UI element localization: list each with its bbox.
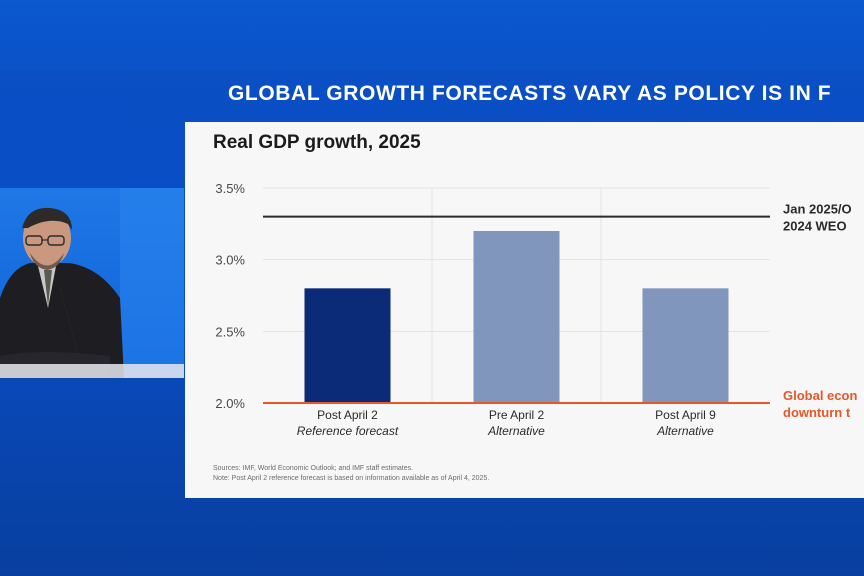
speaker-figure [0, 188, 184, 378]
x-tick-sublabel: Reference forecast [297, 424, 399, 438]
bar [473, 231, 560, 403]
y-tick-label: 2.5% [215, 324, 245, 339]
x-tick-label: Post April 2 [317, 408, 378, 422]
bar-chart: 3.5% 3.0% 2.5% 2.0% Post April 2 Reference fo… [215, 181, 857, 438]
reference-line-label: Jan 2025/O [783, 202, 852, 217]
reference-line-label: Global econ [783, 388, 857, 403]
slide-headline: GLOBAL GROWTH FORECASTS VARY AS POLICY I… [228, 82, 832, 105]
reference-line-label: downturn t [783, 405, 851, 420]
note-text: Note: Post April 2 reference forecast is… [213, 475, 490, 482]
x-tick-sublabel: Alternative [487, 424, 545, 438]
y-tick-label: 2.0% [215, 396, 245, 411]
x-tick-sublabel: Alternative [656, 424, 714, 438]
y-tick-label: 3.0% [215, 253, 245, 268]
top-banner [0, 0, 864, 70]
chart-title: Real GDP growth, 2025 [213, 132, 421, 153]
x-tick-label: Pre April 2 [489, 408, 545, 422]
x-tick-label: Post April 9 [655, 408, 716, 422]
speaker-video-feed [0, 188, 184, 378]
y-tick-label: 3.5% [215, 181, 245, 196]
bar [304, 288, 391, 403]
chart-slide: Real GDP growth, 2025 3.5% 3.0% 2.5% 2.0% Po… [185, 122, 864, 498]
chart-notes: Sources: IMF, World Economic Outlook; an… [213, 464, 489, 484]
sources-text: Sources: IMF, World Economic Outlook; an… [213, 465, 414, 472]
reference-line-label: 2024 WEO [783, 219, 847, 234]
bar [642, 288, 729, 403]
